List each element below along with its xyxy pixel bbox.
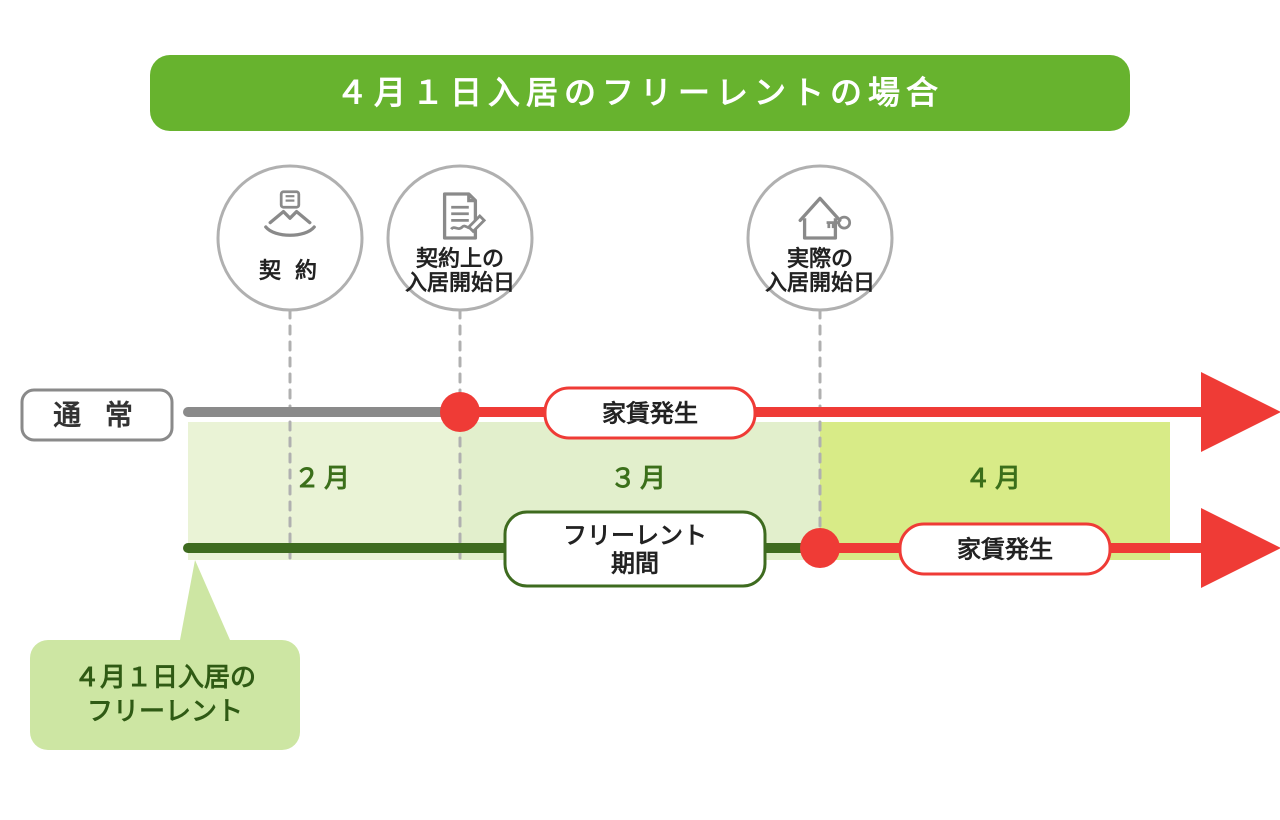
marker-label-l1: 実際の — [787, 246, 853, 271]
month-label: ３月 — [610, 463, 670, 493]
normal-label: 通 常 — [53, 399, 141, 430]
rent-pill-normal-text: 家賃発生 — [602, 399, 698, 427]
callout-l2: フリーレント — [87, 696, 243, 726]
rent-pill-freerent-text: 家賃発生 — [957, 535, 1053, 563]
freerent-start-dot — [800, 528, 840, 568]
marker-label: 契 約 — [258, 258, 321, 283]
marker: 契約上の入居開始日 — [388, 166, 532, 310]
month-label: ２月 — [294, 463, 354, 493]
freerent-pill-l1: フリーレント — [563, 522, 707, 549]
marker-label-l1: 契約上の — [415, 246, 504, 271]
marker: 実際の入居開始日 — [748, 166, 892, 310]
marker-label-l2: 入居開始日 — [765, 270, 875, 295]
callout-l1: ４月１日入居の — [74, 662, 256, 692]
freerent-pill-l2: 期間 — [611, 550, 659, 577]
normal-start-dot — [440, 392, 480, 432]
diagram-stage: ４月１日入居のフリーレントの場合２月３月４月通 常家賃発生フリーレント期間家賃発… — [0, 0, 1280, 820]
title-text: ４月１日入居のフリーレントの場合 — [336, 74, 944, 110]
marker-circle — [218, 166, 362, 310]
callout-pointer — [180, 560, 230, 640]
marker: 契 約 — [218, 166, 362, 310]
month-label: ４月 — [965, 463, 1025, 493]
marker-label-l2: 入居開始日 — [405, 270, 515, 295]
